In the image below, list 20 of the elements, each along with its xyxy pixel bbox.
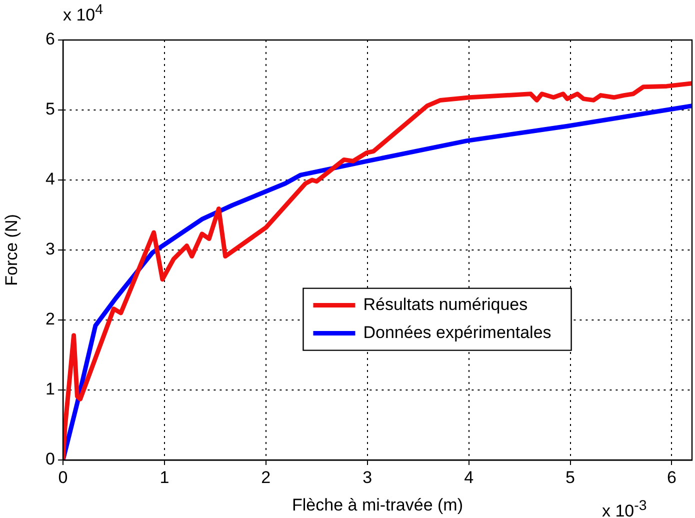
y-tick-label: 3 xyxy=(46,240,55,259)
y-tick-label: 5 xyxy=(46,100,55,119)
y-tick-label: 2 xyxy=(46,310,55,329)
text: x 10$^{4}$ xyxy=(63,2,104,26)
x-tick-label: 2 xyxy=(261,468,271,487)
y-tick-label: 4 xyxy=(46,170,55,189)
x-tick-label: 6 xyxy=(666,468,676,487)
x-tick-label: 0 xyxy=(58,468,68,487)
x-tick-label: 5 xyxy=(566,468,575,487)
x-tick-label: 4 xyxy=(464,468,474,487)
text: x 10$^{-3}$ xyxy=(602,498,647,518)
y-axis-title: Force (N) xyxy=(2,214,21,286)
x-tick-label: 1 xyxy=(160,468,170,487)
x-axis-title: Flèche à mi-travée (m) xyxy=(292,495,463,514)
legend-label: Données expérimentales xyxy=(363,322,552,342)
x-tick-label: 3 xyxy=(362,468,372,487)
y-tick-label: 6 xyxy=(46,30,55,49)
y-tick-label: 1 xyxy=(46,380,55,399)
legend-label: Résultats numériques xyxy=(363,294,528,314)
y-tick-label: 0 xyxy=(46,450,55,469)
